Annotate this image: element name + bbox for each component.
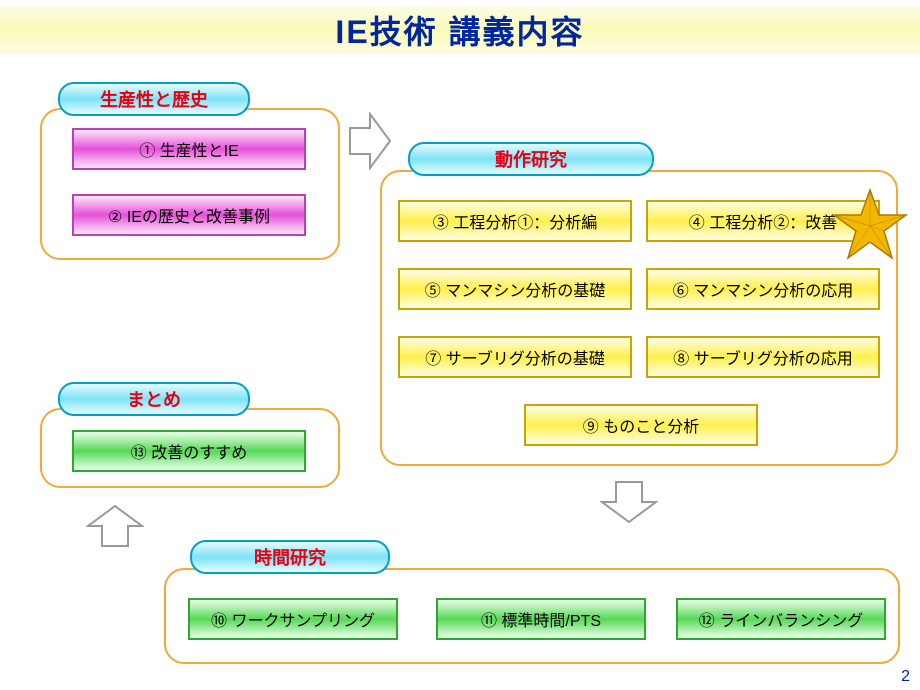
item-11: ⑪ 標準時間/PTS xyxy=(436,598,646,640)
item-3: ③ 工程分析①：分析編 xyxy=(398,200,632,242)
arrow-down-icon xyxy=(600,480,658,524)
item-6: ⑥ マンマシン分析の応用 xyxy=(646,268,880,310)
item-5: ⑤ マンマシン分析の基礎 xyxy=(398,268,632,310)
item-10: ⑩ ワークサンプリング xyxy=(188,598,398,640)
arrow-right-icon xyxy=(348,112,392,170)
item-2: ② IEの歴史と改善事例 xyxy=(72,194,306,236)
star-icon xyxy=(832,188,908,264)
item-8: ⑧ サーブリグ分析の応用 xyxy=(646,336,880,378)
label-time: 時間研究 xyxy=(190,540,390,574)
label-summary: まとめ xyxy=(58,382,250,416)
item-7: ⑦ サーブリグ分析の基礎 xyxy=(398,336,632,378)
label-motion: 動作研究 xyxy=(408,142,654,176)
item-13: ⑬ 改善のすすめ xyxy=(72,430,306,472)
label-history: 生産性と歴史 xyxy=(58,82,250,116)
item-12: ⑫ ラインバランシング xyxy=(676,598,886,640)
arrow-up-icon xyxy=(86,504,144,548)
title-bar: IE技術 講義内容 xyxy=(0,6,920,54)
item-1: ① 生産性とIE xyxy=(72,128,306,170)
page-number: 2 xyxy=(901,668,910,686)
item-9: ⑨ ものこと分析 xyxy=(524,404,758,446)
page-title: IE技術 講義内容 xyxy=(335,7,584,53)
